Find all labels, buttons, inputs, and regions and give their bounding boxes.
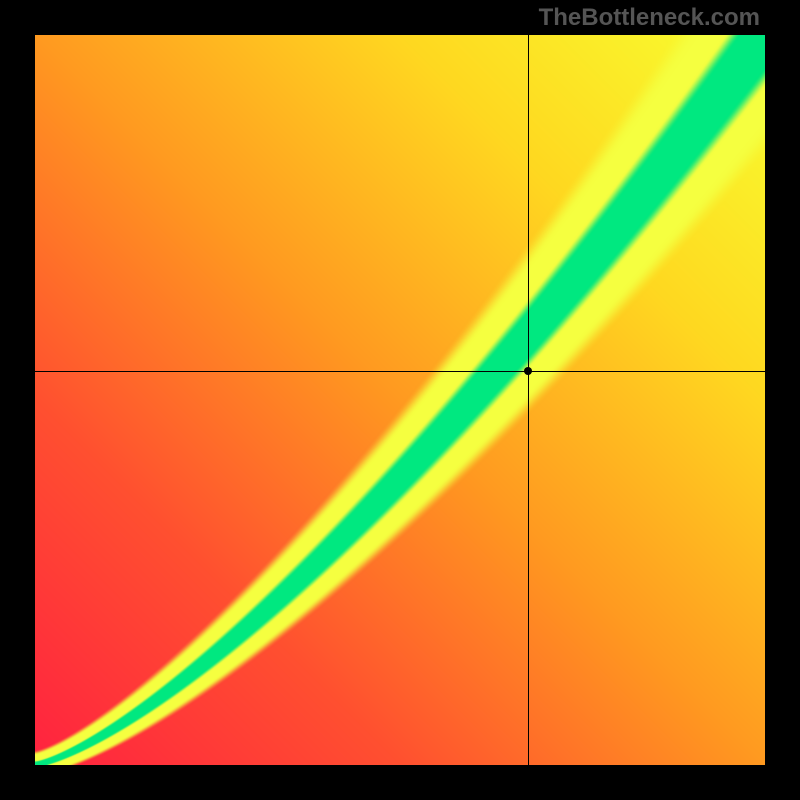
- crosshair-horizontal: [35, 371, 765, 372]
- crosshair-marker: [524, 367, 532, 375]
- crosshair-vertical: [528, 35, 529, 765]
- plot-area: [35, 35, 765, 765]
- watermark-text: TheBottleneck.com: [539, 4, 760, 32]
- heatmap-canvas: [35, 35, 765, 765]
- chart-container: TheBottleneck.com: [0, 0, 800, 800]
